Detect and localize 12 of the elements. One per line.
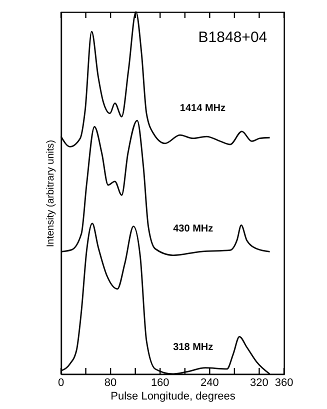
x-tick-label: 80: [104, 377, 117, 389]
x-axis-title: Pulse Longitude, degrees: [110, 390, 236, 402]
text: B1848+04: [198, 29, 268, 46]
x-tick-label: 240: [200, 377, 219, 389]
text: 1414 MHz: [180, 103, 226, 114]
y-axis-title: Intensity (arbitrary units): [46, 140, 56, 248]
x-tick-label: 320: [250, 377, 268, 389]
x-tick-label: 360: [274, 377, 294, 389]
x-tick-label: 160: [150, 377, 170, 389]
x-tick-label: 0: [58, 377, 64, 389]
series-label: 318 MHz: [173, 342, 214, 353]
series-label: 430 MHz: [173, 223, 214, 234]
